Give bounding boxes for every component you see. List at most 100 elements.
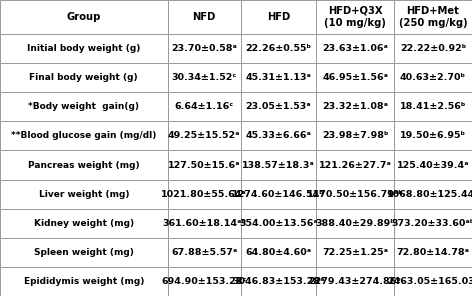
Bar [394, 0, 472, 34]
Text: 72.80±14.78ᵃ: 72.80±14.78ᵃ [396, 248, 470, 257]
Bar [168, 267, 241, 296]
Bar [316, 34, 394, 63]
Bar [316, 92, 394, 121]
Bar [316, 63, 394, 92]
Text: 1068.80±125.44ᵃ: 1068.80±125.44ᵃ [387, 190, 472, 199]
Text: 49.25±15.52ᵃ: 49.25±15.52ᵃ [168, 131, 240, 140]
Text: 1170.50±156.79ᵃᵇ: 1170.50±156.79ᵃᵇ [307, 190, 404, 199]
Text: **Blood glucose gain (mg/dl): **Blood glucose gain (mg/dl) [11, 131, 156, 140]
Text: Liver weight (mg): Liver weight (mg) [39, 190, 129, 199]
Bar [0, 121, 168, 150]
Bar [394, 267, 472, 296]
Text: 23.63±1.06ᵃ: 23.63±1.06ᵃ [322, 44, 388, 53]
Bar [241, 209, 316, 238]
Text: HFD+Met
(250 mg/kg): HFD+Met (250 mg/kg) [399, 6, 467, 28]
Text: 694.90±153.28ᶜ: 694.90±153.28ᶜ [161, 277, 247, 286]
Text: Epididymis weight (mg): Epididymis weight (mg) [24, 277, 144, 286]
Text: 18.41±2.56ᵇ: 18.41±2.56ᵇ [400, 102, 466, 111]
Bar [394, 63, 472, 92]
Text: Pancreas weight (mg): Pancreas weight (mg) [28, 160, 140, 170]
Text: Group: Group [67, 12, 101, 22]
Bar [241, 150, 316, 180]
Bar [394, 150, 472, 180]
Bar [394, 34, 472, 63]
Text: 45.33±6.66ᵃ: 45.33±6.66ᵃ [245, 131, 312, 140]
Bar [0, 0, 168, 34]
Text: 40.63±2.70ᵇ: 40.63±2.70ᵇ [400, 73, 466, 82]
Text: 138.57±18.3ᵃ: 138.57±18.3ᵃ [242, 160, 315, 170]
Bar [168, 150, 241, 180]
Bar [316, 121, 394, 150]
Text: 19.50±6.95ᵇ: 19.50±6.95ᵇ [400, 131, 466, 140]
Text: 30.34±1.52ᶜ: 30.34±1.52ᶜ [171, 73, 237, 82]
Bar [0, 92, 168, 121]
Text: 23.32±1.08ᵃ: 23.32±1.08ᵃ [322, 102, 388, 111]
Text: 3046.83±153.28ᵃ: 3046.83±153.28ᵃ [232, 277, 325, 286]
Bar [394, 180, 472, 209]
Bar [316, 238, 394, 267]
Bar [0, 238, 168, 267]
Text: 23.70±0.58ᵃ: 23.70±0.58ᵃ [171, 44, 237, 53]
Bar [241, 0, 316, 34]
Bar [168, 238, 241, 267]
Bar [0, 34, 168, 63]
Bar [316, 209, 394, 238]
Bar [241, 238, 316, 267]
Bar [168, 209, 241, 238]
Text: 125.40±39.4ᵃ: 125.40±39.4ᵃ [397, 160, 469, 170]
Text: 361.60±18.14ᵃᵇ: 361.60±18.14ᵃᵇ [162, 219, 246, 228]
Bar [316, 180, 394, 209]
Text: HFD+Q3X
(10 mg/kg): HFD+Q3X (10 mg/kg) [324, 6, 386, 28]
Text: 2279.43±274.86ᵇ: 2279.43±274.86ᵇ [309, 277, 402, 286]
Text: 2463.05±165.03ᵇ: 2463.05±165.03ᵇ [387, 277, 472, 286]
Text: 6.64±1.16ᶜ: 6.64±1.16ᶜ [175, 102, 234, 111]
Bar [241, 267, 316, 296]
Bar [168, 92, 241, 121]
Text: 22.26±0.55ᵇ: 22.26±0.55ᵇ [245, 44, 312, 53]
Bar [168, 63, 241, 92]
Bar [241, 34, 316, 63]
Text: 46.95±1.56ᵃ: 46.95±1.56ᵃ [322, 73, 388, 82]
Text: 67.88±5.57ᵃ: 67.88±5.57ᵃ [171, 248, 237, 257]
Bar [168, 180, 241, 209]
Bar [168, 0, 241, 34]
Text: 121.26±27.7ᵃ: 121.26±27.7ᵃ [319, 160, 392, 170]
Text: 23.05±1.53ᵃ: 23.05±1.53ᵃ [245, 102, 312, 111]
Bar [316, 0, 394, 34]
Bar [241, 63, 316, 92]
Bar [0, 209, 168, 238]
Text: 22.22±0.92ᵇ: 22.22±0.92ᵇ [400, 44, 466, 53]
Text: 72.25±1.25ᵃ: 72.25±1.25ᵃ [322, 248, 388, 257]
Bar [241, 180, 316, 209]
Bar [0, 267, 168, 296]
Text: NFD: NFD [193, 12, 216, 22]
Bar [394, 238, 472, 267]
Bar [168, 121, 241, 150]
Text: 23.98±7.98ᵇ: 23.98±7.98ᵇ [322, 131, 388, 140]
Text: 127.50±15.6ᵃ: 127.50±15.6ᵃ [168, 160, 240, 170]
Bar [0, 150, 168, 180]
Bar [316, 150, 394, 180]
Text: *Body weight  gain(g): *Body weight gain(g) [28, 102, 139, 111]
Bar [168, 34, 241, 63]
Bar [394, 121, 472, 150]
Bar [316, 267, 394, 296]
Text: Kidney weight (mg): Kidney weight (mg) [34, 219, 134, 228]
Bar [0, 63, 168, 92]
Bar [241, 92, 316, 121]
Bar [0, 180, 168, 209]
Text: 1274.60±146.54ᵇ: 1274.60±146.54ᵇ [232, 190, 325, 199]
Text: 1021.80±55.64ᵃ: 1021.80±55.64ᵃ [161, 190, 247, 199]
Text: Final body weight (g): Final body weight (g) [29, 73, 138, 82]
Text: 373.20±33.60ᵃᵇ: 373.20±33.60ᵃᵇ [391, 219, 472, 228]
Text: Initial body weight (g): Initial body weight (g) [27, 44, 141, 53]
Text: 45.31±1.13ᵃ: 45.31±1.13ᵃ [245, 73, 312, 82]
Bar [241, 121, 316, 150]
Bar [394, 209, 472, 238]
Text: HFD: HFD [267, 12, 290, 22]
Text: 64.80±4.60ᵃ: 64.80±4.60ᵃ [245, 248, 312, 257]
Bar [394, 92, 472, 121]
Text: Spleen weight (mg): Spleen weight (mg) [34, 248, 134, 257]
Text: 388.40±29.89ᵇ: 388.40±29.89ᵇ [315, 219, 395, 228]
Text: 354.00±13.56ᵃ: 354.00±13.56ᵃ [239, 219, 318, 228]
